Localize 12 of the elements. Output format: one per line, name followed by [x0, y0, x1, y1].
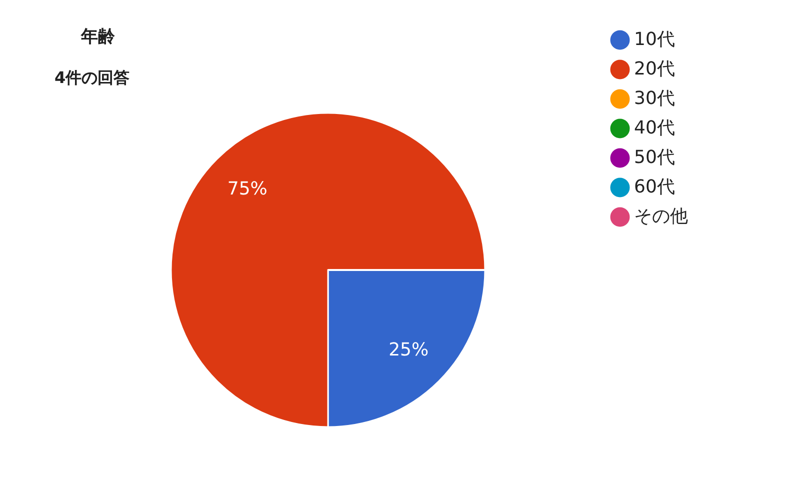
text: 4件の回答 [54, 68, 130, 87]
pie-slice [170, 112, 486, 428]
data-label: 25% [388, 340, 429, 361]
data-label: 75% [227, 178, 268, 200]
legend-label: その他 [634, 206, 688, 227]
legend-label: 50代 [634, 147, 675, 168]
legend-label: 10代 [634, 29, 675, 50]
chart-title: 年齢 [80, 27, 116, 47]
legend-label: 30代 [634, 88, 675, 109]
legend-label: 20代 [634, 58, 675, 80]
legend-label: 60代 [634, 176, 675, 198]
legend-label: 40代 [634, 118, 675, 138]
